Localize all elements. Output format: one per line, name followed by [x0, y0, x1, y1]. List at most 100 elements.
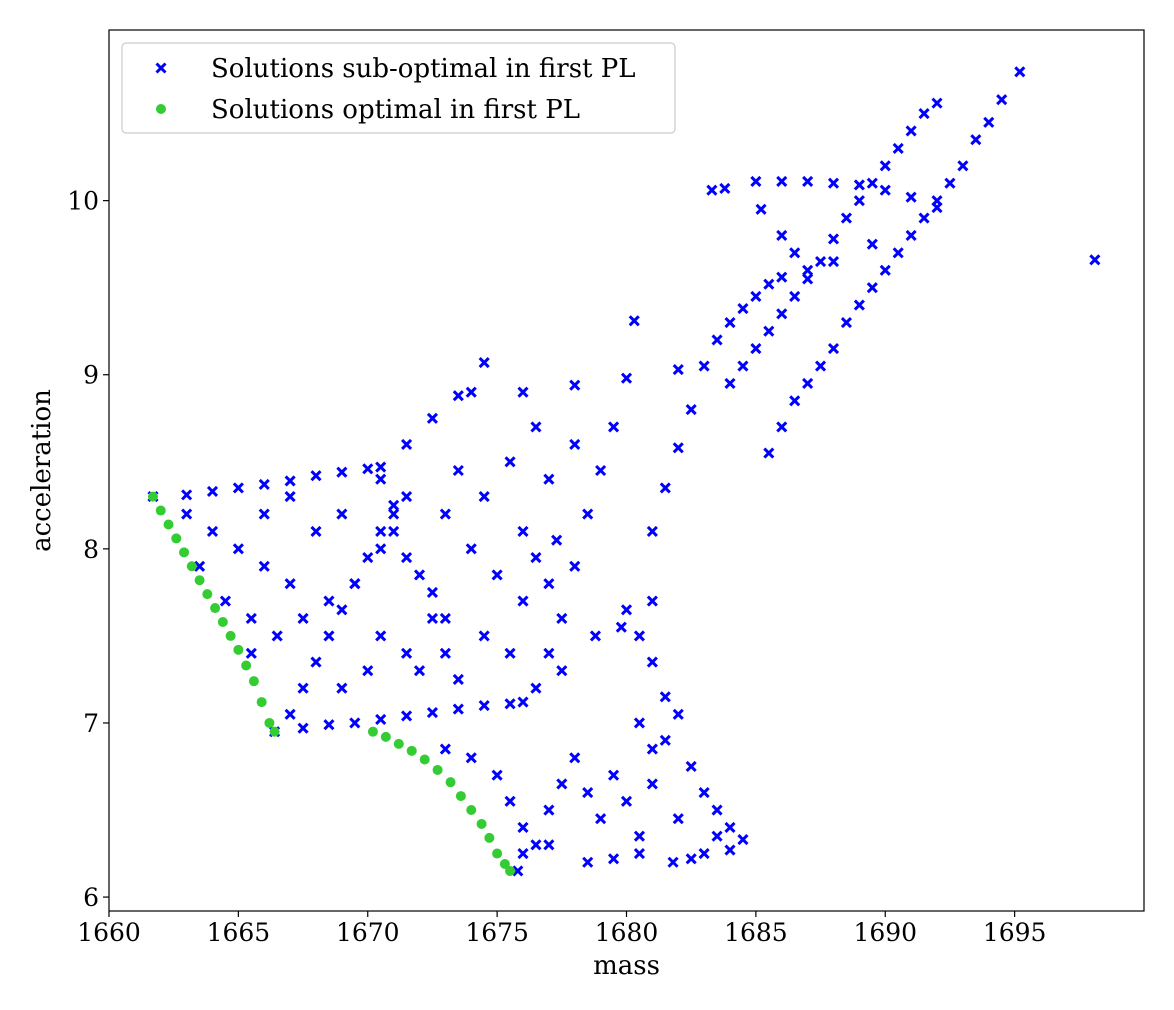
optimal-point — [269, 726, 280, 737]
suboptimal-point — [582, 508, 594, 520]
suboptimal-point — [628, 315, 640, 327]
suboptimal-point — [297, 682, 309, 694]
suboptimal-point — [401, 647, 413, 659]
optimal-point — [210, 603, 221, 614]
suboptimal-point — [401, 551, 413, 564]
suboptimal-point — [258, 478, 270, 490]
optimal-point — [186, 561, 197, 572]
suboptimal-point — [711, 334, 723, 346]
suboptimal-point — [439, 647, 451, 659]
suboptimal-point — [698, 787, 710, 799]
suboptimal-point — [892, 142, 904, 154]
suboptimal-point — [465, 386, 477, 398]
y-tick-label: 8 — [83, 535, 99, 564]
suboptimal-point — [1089, 254, 1101, 266]
suboptimal-point — [646, 778, 658, 790]
suboptimal-point — [840, 316, 852, 329]
suboptimal-point — [556, 612, 568, 625]
suboptimal-point — [996, 94, 1008, 106]
suboptimal-point — [931, 97, 943, 109]
optimal-point — [217, 616, 228, 627]
suboptimal-point — [362, 665, 374, 677]
suboptimal-point — [478, 356, 490, 369]
suboptimal-point — [323, 719, 335, 731]
suboptimal-point — [504, 698, 516, 710]
suboptimal-point — [698, 360, 710, 372]
suboptimal-point — [646, 525, 658, 537]
data-points — [147, 66, 1101, 877]
x-tick-label: 1675 — [465, 918, 529, 947]
suboptimal-point — [776, 308, 788, 320]
x-tick-label: 1685 — [724, 918, 788, 947]
suboptimal-point — [608, 421, 620, 433]
suboptimal-point — [763, 278, 775, 290]
suboptimal-point — [615, 621, 627, 633]
suboptimal-point — [439, 508, 451, 520]
suboptimal-point — [685, 760, 697, 773]
suboptimal-point — [840, 212, 852, 224]
suboptimal-point — [452, 464, 464, 477]
suboptimal-point — [789, 247, 801, 259]
suboptimal-point — [569, 752, 581, 764]
suboptimal-point — [271, 630, 283, 642]
legend-label-1: Solutions sub-optimal in first PL — [211, 54, 636, 84]
suboptimal-point — [724, 377, 736, 390]
suboptimal-point — [297, 612, 309, 625]
optimal-point — [499, 858, 510, 869]
suboptimal-point — [530, 421, 542, 433]
suboptimal-point — [905, 125, 917, 137]
suboptimal-point — [401, 491, 413, 503]
suboptimal-point — [517, 595, 529, 607]
suboptimal-point — [667, 856, 679, 868]
suboptimal-point — [827, 233, 840, 245]
suboptimal-point — [465, 543, 477, 555]
x-tick-label: 1660 — [77, 918, 141, 947]
suboptimal-point — [388, 508, 400, 520]
suboptimal-point — [413, 665, 426, 677]
optimal-point — [432, 764, 443, 775]
suboptimal-point — [750, 290, 762, 302]
suboptimal-point — [711, 804, 723, 816]
suboptimal-point — [401, 710, 413, 722]
optimal-point — [393, 738, 404, 749]
suboptimal-point — [517, 847, 529, 860]
suboptimal-point — [543, 647, 555, 659]
optimal-point — [241, 660, 252, 671]
suboptimal-point — [181, 508, 193, 520]
suboptimal-point — [543, 839, 555, 851]
suboptimal-point — [439, 612, 451, 625]
suboptimal-point — [659, 734, 671, 746]
suboptimal-point — [413, 569, 426, 581]
suboptimal-point — [582, 787, 594, 799]
suboptimal-point — [336, 604, 348, 616]
suboptimal-point — [905, 191, 917, 203]
suboptimal-point — [452, 673, 464, 685]
x-tick-label: 1695 — [983, 918, 1047, 947]
suboptimal-point — [478, 630, 490, 642]
suboptimal-point — [706, 184, 718, 196]
suboptimal-point — [310, 525, 322, 537]
suboptimal-point — [802, 273, 814, 285]
optimal-point — [171, 533, 182, 544]
suboptimal-point — [659, 482, 671, 494]
suboptimal-point — [517, 696, 529, 708]
suboptimal-point — [375, 525, 387, 537]
suboptimal-point — [181, 489, 193, 501]
suboptimal-point — [452, 390, 464, 402]
suboptimal-point — [802, 264, 814, 276]
suboptimal-point — [1014, 66, 1026, 78]
suboptimal-point — [983, 116, 995, 128]
suboptimal-point — [827, 177, 840, 189]
suboptimal-point — [336, 466, 348, 478]
suboptimal-point — [970, 134, 982, 146]
suboptimal-point — [892, 247, 904, 259]
suboptimal-point — [724, 821, 736, 833]
suboptimal-point — [478, 699, 490, 712]
suboptimal-point — [815, 360, 827, 372]
optimal-point — [202, 589, 213, 600]
legend-marker-2 — [156, 104, 166, 114]
optimal-point — [264, 717, 275, 728]
suboptimal-point — [763, 447, 775, 459]
suboptimal-point — [504, 456, 516, 468]
suboptimal-point — [802, 175, 814, 188]
